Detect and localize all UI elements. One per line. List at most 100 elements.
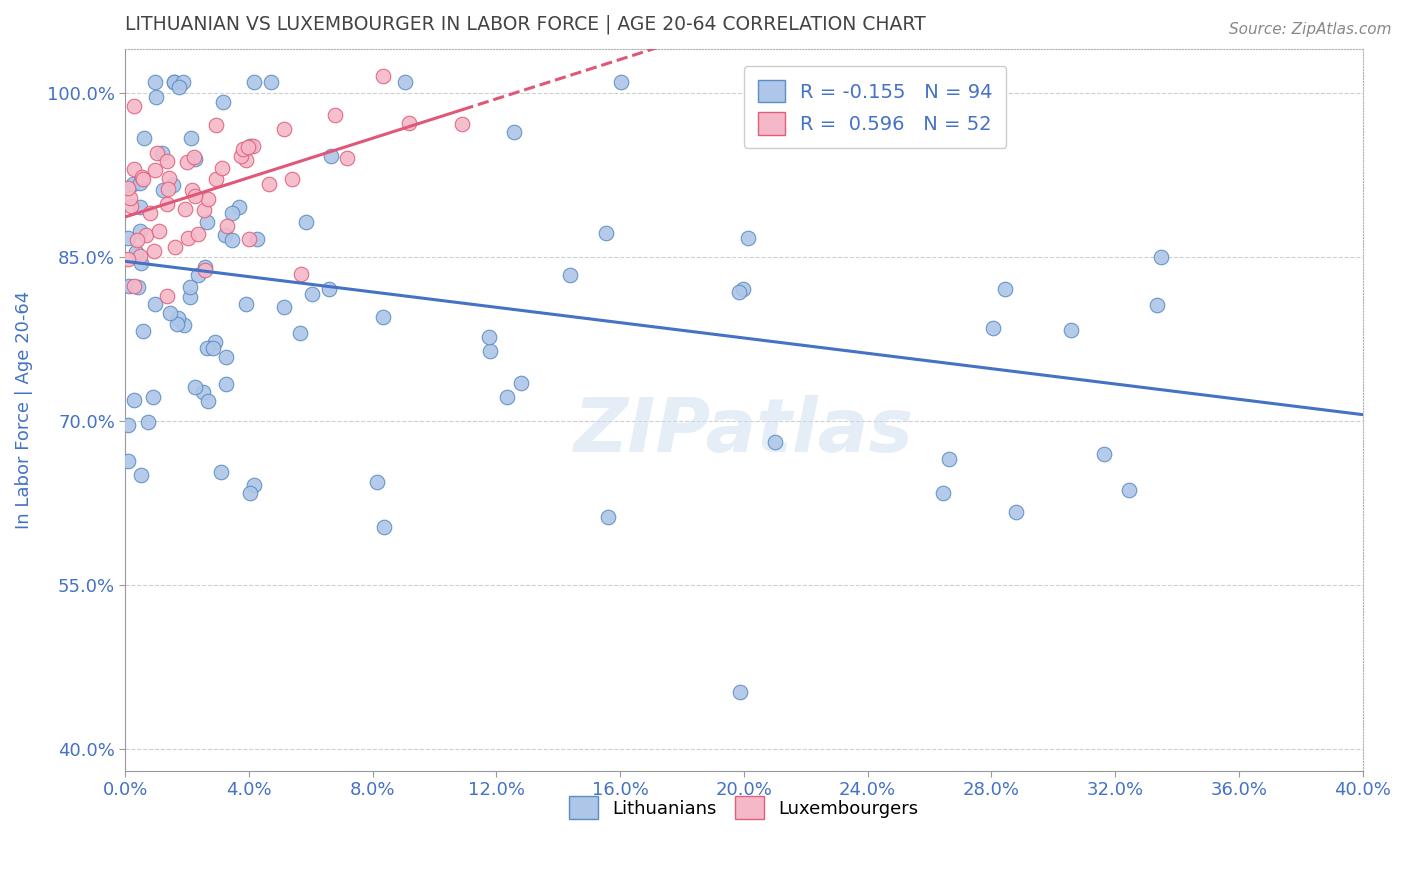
Point [138,415,160,429]
Point [394,75,416,89]
Point [319,148,342,162]
Point [176,154,198,169]
Point [737,231,759,245]
Point [209,465,232,479]
Text: LITHUANIAN VS LUXEMBOURGER IN LABOR FORCE | AGE 20-64 CORRELATION CHART: LITHUANIAN VS LUXEMBOURGER IN LABOR FORC… [125,15,927,35]
Point [728,685,751,699]
Point [214,227,236,242]
Point [159,306,181,320]
Point [479,344,502,359]
Point [181,183,204,197]
Point [184,379,207,393]
Point [371,69,394,83]
Point [215,350,238,364]
Point [259,177,281,191]
Point [163,75,186,89]
Point [478,330,501,344]
Point [1092,447,1115,461]
Point [932,485,955,500]
Point [215,219,238,233]
Point [560,268,582,282]
Point [156,154,179,169]
Point [205,118,228,132]
Point [183,150,205,164]
Point [128,224,150,238]
Point [142,244,165,258]
Point [1004,505,1026,519]
Point [122,279,145,293]
Point [273,300,295,314]
Point [288,326,311,340]
Point [124,99,146,113]
Point [232,142,254,156]
Point [239,139,262,153]
Point [763,435,786,450]
Point [146,146,169,161]
Point [236,140,259,154]
Point [143,297,166,311]
Point [143,162,166,177]
Point [117,252,139,266]
Point [122,392,145,407]
Point [128,201,150,215]
Point [184,188,207,202]
Point [122,177,145,191]
Point [238,232,260,246]
Point [157,182,180,196]
Point [873,75,896,89]
Point [201,341,224,355]
Point [122,161,145,176]
Point [205,172,228,186]
Point [204,334,226,349]
Point [179,279,201,293]
Point [194,260,217,274]
Point [242,139,264,153]
Point [195,342,218,356]
Point [242,478,264,492]
Point [451,117,474,131]
Point [197,394,219,409]
Legend: Lithuanians, Luxembourgers: Lithuanians, Luxembourgers [562,789,925,827]
Point [728,285,751,299]
Point [125,244,148,259]
Point [156,289,179,303]
Point [221,233,243,247]
Point [373,310,395,324]
Point [163,239,186,253]
Point [1150,250,1173,264]
Point [187,268,209,282]
Point [174,202,197,216]
Point [162,178,184,192]
Point [731,282,754,296]
Point [129,177,152,191]
Point [246,232,269,246]
Point [132,324,155,338]
Point [117,454,139,468]
Point [143,75,166,89]
Point [117,417,139,432]
Point [131,169,153,184]
Point [938,451,960,466]
Point [135,227,157,242]
Point [142,390,165,404]
Y-axis label: In Labor Force | Age 20-64: In Labor Force | Age 20-64 [15,291,32,529]
Point [191,384,214,399]
Point [150,145,173,160]
Point [211,161,233,175]
Point [195,215,218,229]
Point [118,191,141,205]
Point [239,486,262,500]
Point [184,152,207,166]
Point [1118,483,1140,497]
Point [228,200,250,214]
Point [167,80,190,95]
Point [595,226,617,240]
Point [179,290,201,304]
Point [235,297,257,311]
Point [176,231,198,245]
Point [596,509,619,524]
Point [117,231,139,245]
Point [134,131,156,145]
Point [166,317,188,331]
Point [221,205,243,219]
